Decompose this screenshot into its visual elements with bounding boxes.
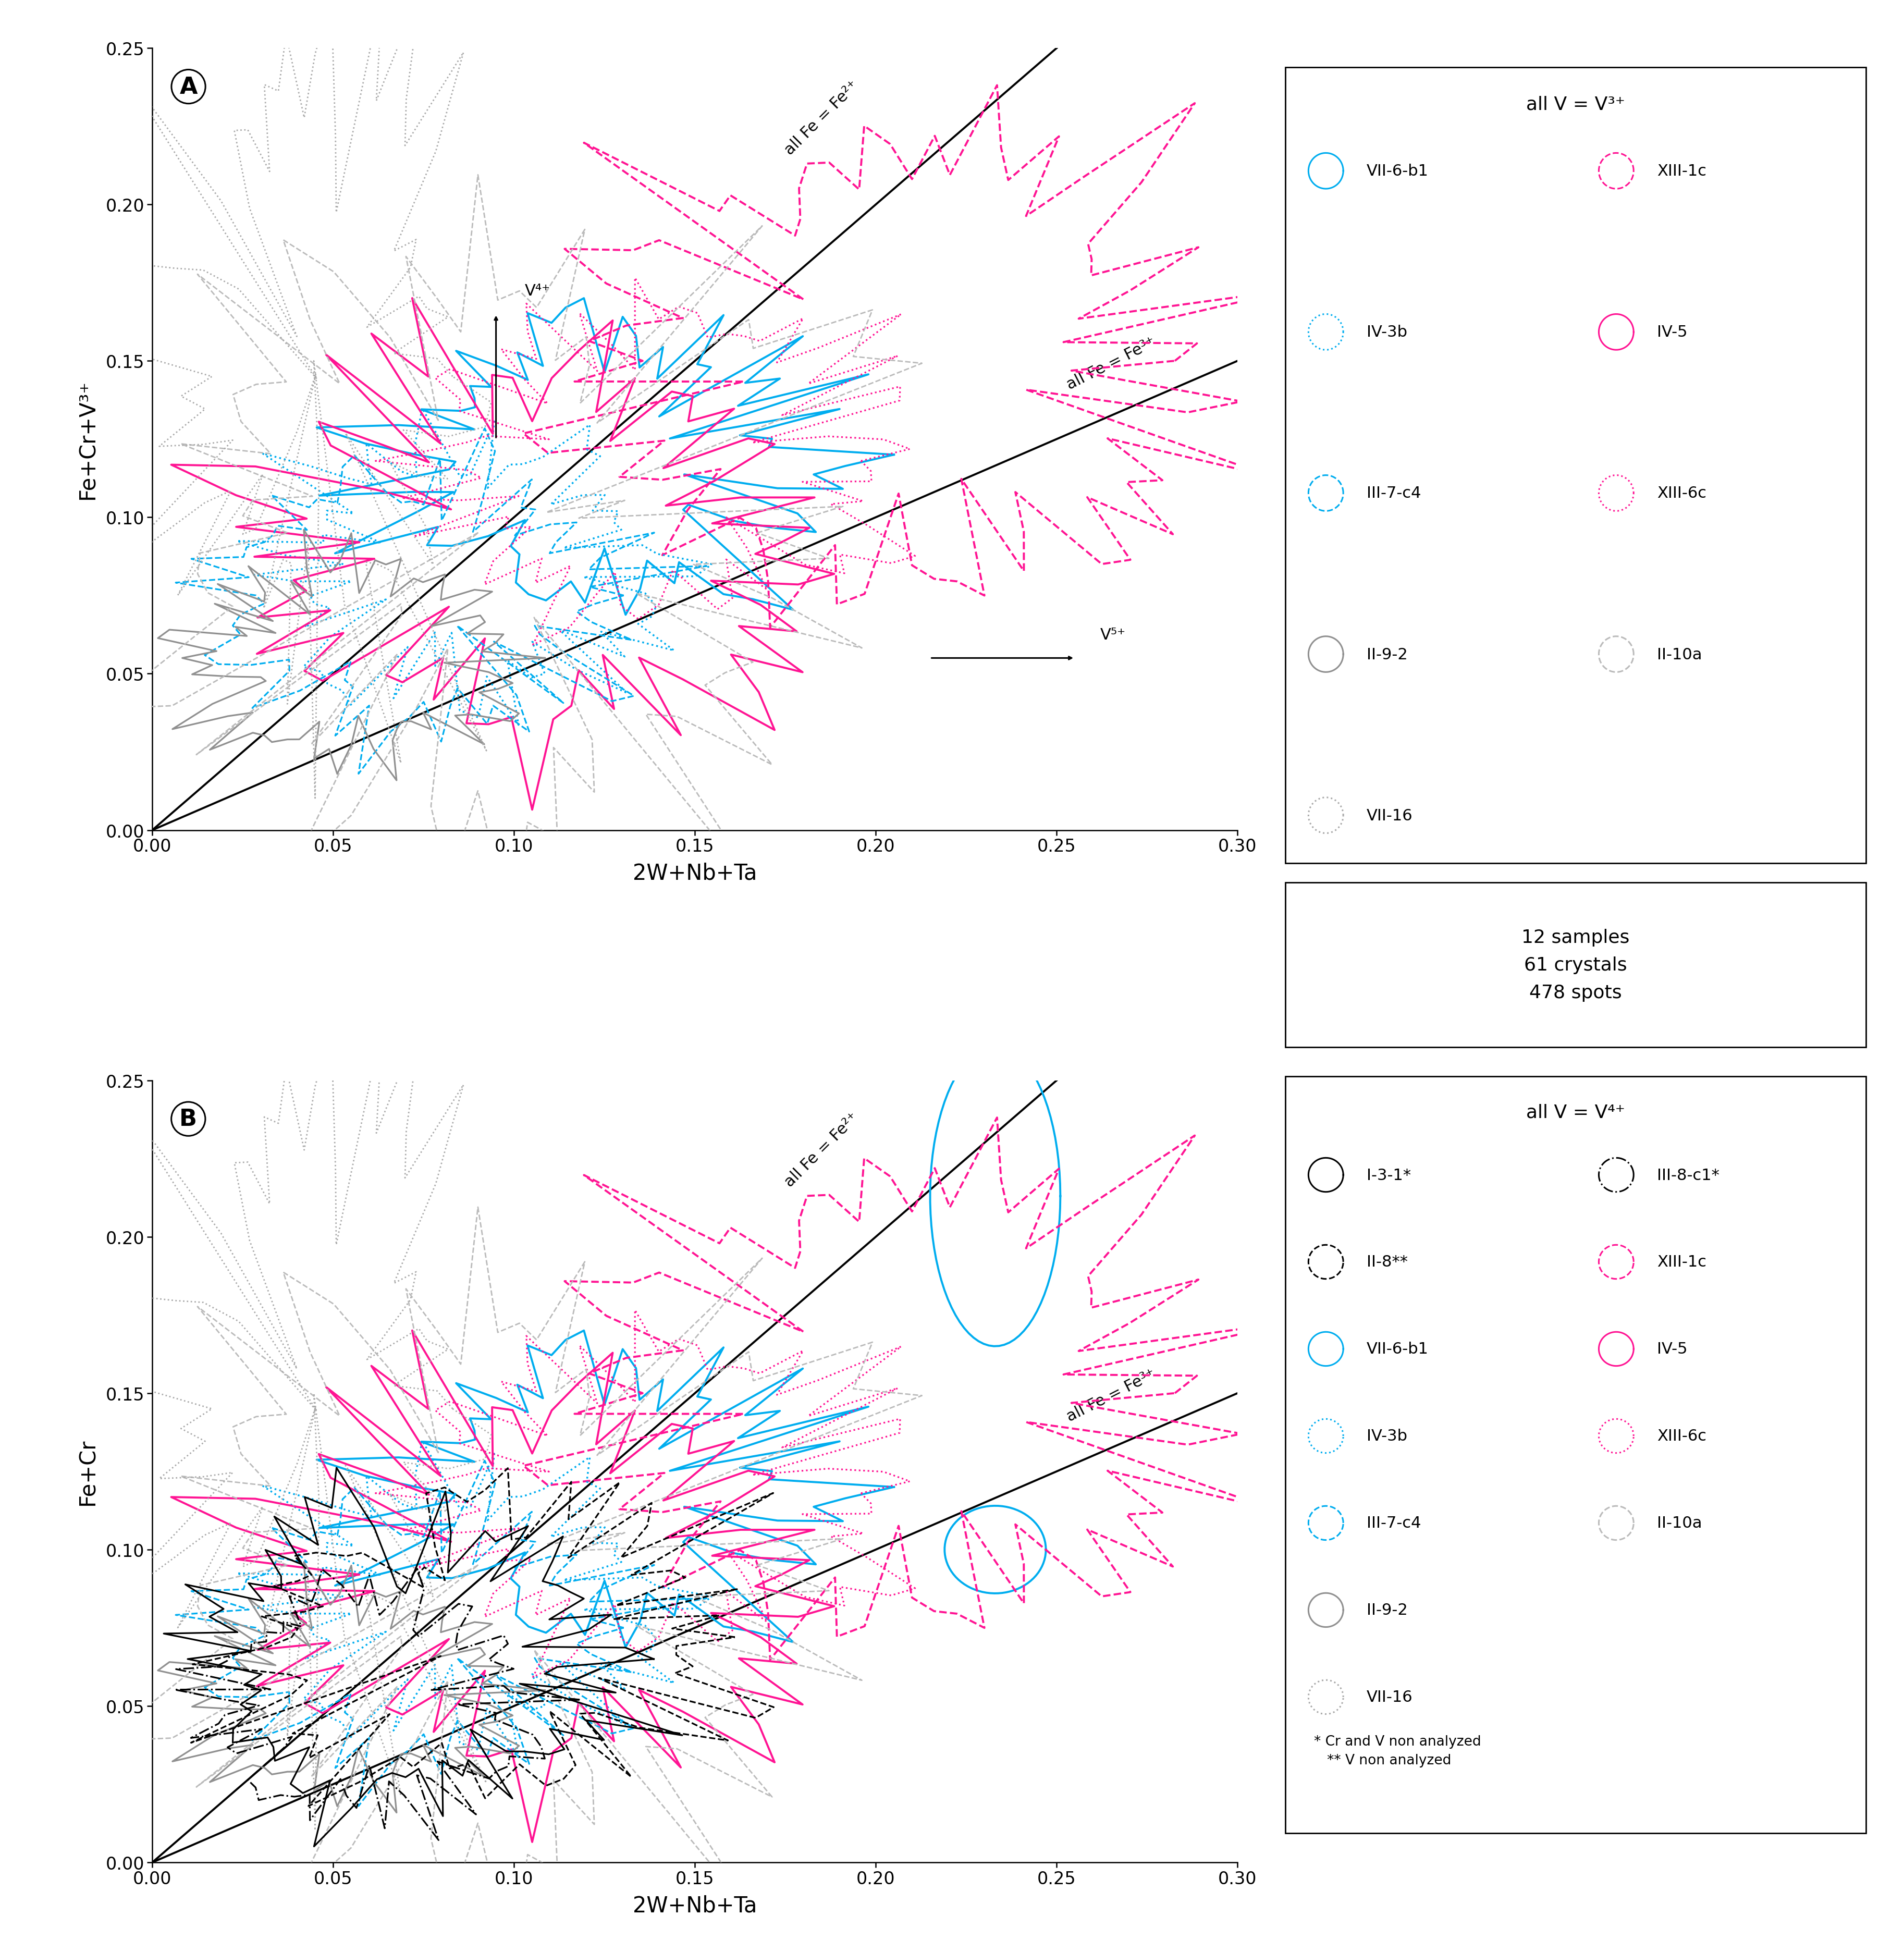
FancyBboxPatch shape: [1285, 1077, 1866, 1833]
Text: II-9-2: II-9-2: [1367, 646, 1407, 662]
Text: VII-6-b1: VII-6-b1: [1367, 163, 1428, 178]
Text: all V = V⁴⁺: all V = V⁴⁺: [1527, 1104, 1624, 1121]
Text: 12 samples
61 crystals
478 spots: 12 samples 61 crystals 478 spots: [1521, 929, 1630, 1001]
Y-axis label: Fe+Cr+V³⁺: Fe+Cr+V³⁺: [76, 380, 99, 499]
Text: VII-6-b1: VII-6-b1: [1367, 1342, 1428, 1356]
Text: VII-16: VII-16: [1367, 1690, 1413, 1705]
Text: IV-5: IV-5: [1656, 324, 1687, 340]
Text: II-10a: II-10a: [1656, 646, 1702, 662]
Text: IV-3b: IV-3b: [1367, 324, 1407, 340]
Text: I-3-1*: I-3-1*: [1367, 1168, 1411, 1183]
Text: III-8-c1*: III-8-c1*: [1656, 1168, 1719, 1183]
Text: * Cr and V non analyzed
   ** V non analyzed: * Cr and V non analyzed ** V non analyze…: [1314, 1734, 1481, 1767]
Text: II-8**: II-8**: [1367, 1255, 1407, 1269]
Text: II-10a: II-10a: [1656, 1515, 1702, 1531]
Text: II-9-2: II-9-2: [1367, 1602, 1407, 1618]
Text: III-7-c4: III-7-c4: [1367, 485, 1420, 501]
Text: V⁵⁺: V⁵⁺: [1101, 629, 1125, 642]
Text: all Fe = Fe²⁺: all Fe = Fe²⁺: [781, 1110, 863, 1189]
Text: IV-3b: IV-3b: [1367, 1428, 1407, 1443]
Text: XIII-1c: XIII-1c: [1656, 163, 1706, 178]
Text: all V = V³⁺: all V = V³⁺: [1527, 95, 1624, 113]
Text: all Fe = Fe²⁺: all Fe = Fe²⁺: [781, 78, 863, 157]
X-axis label: 2W+Nb+Ta: 2W+Nb+Ta: [632, 863, 758, 885]
Text: all Fe = Fe³⁺: all Fe = Fe³⁺: [1064, 334, 1158, 392]
FancyBboxPatch shape: [1285, 883, 1866, 1048]
Text: IV-5: IV-5: [1656, 1342, 1687, 1356]
Text: XIII-1c: XIII-1c: [1656, 1255, 1706, 1269]
FancyBboxPatch shape: [1285, 68, 1866, 863]
Y-axis label: Fe+Cr: Fe+Cr: [76, 1438, 99, 1505]
Text: V⁴⁺: V⁴⁺: [526, 283, 550, 299]
Text: XIII-6c: XIII-6c: [1656, 1428, 1706, 1443]
X-axis label: 2W+Nb+Ta: 2W+Nb+Ta: [632, 1895, 758, 1917]
Text: A: A: [179, 76, 198, 99]
Text: III-7-c4: III-7-c4: [1367, 1515, 1420, 1531]
Text: VII-16: VII-16: [1367, 809, 1413, 823]
Text: XIII-6c: XIII-6c: [1656, 485, 1706, 501]
Text: all Fe = Fe³⁺: all Fe = Fe³⁺: [1064, 1366, 1158, 1424]
Text: B: B: [179, 1108, 198, 1131]
